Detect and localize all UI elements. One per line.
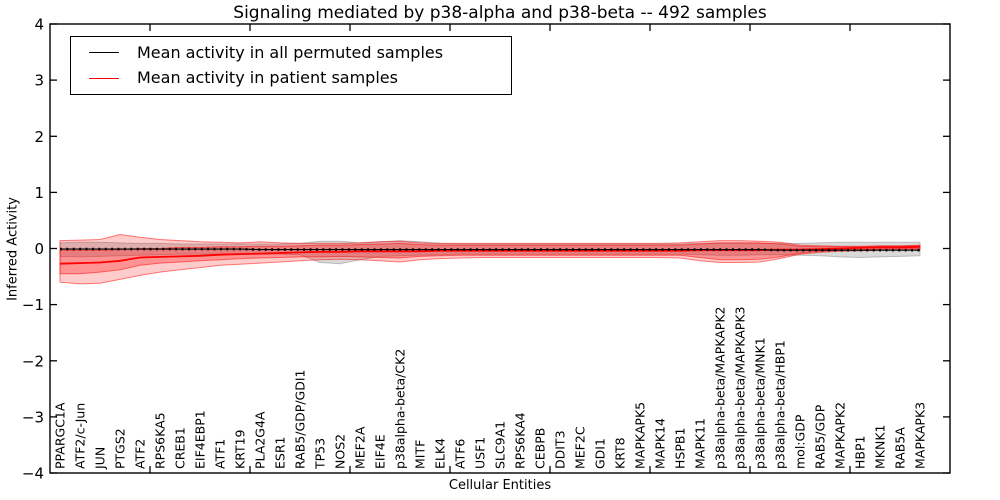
y-tick-label: 1	[34, 184, 44, 202]
patient-band-outer	[59, 233, 921, 285]
x-category-label: SLC9A1	[492, 421, 507, 469]
x-axis-label: Cellular Entities	[448, 478, 552, 493]
y-tick-label: −4	[22, 465, 44, 483]
legend-label-patient: Mean activity in patient samples	[137, 68, 398, 88]
x-category-label: ATF1	[212, 439, 227, 469]
x-category-label: CREB1	[172, 427, 187, 469]
x-category-label: p38alpha-beta/MAPKAPK2	[712, 307, 727, 470]
x-category-label: HSPB1	[672, 428, 687, 469]
x-category-label: ATF6	[452, 439, 467, 469]
x-category-label: KRT19	[232, 429, 247, 469]
x-category-label: HBP1	[852, 436, 867, 469]
x-category-label: MAPKAPK5	[632, 402, 647, 469]
x-category-label: DDIT3	[552, 430, 567, 469]
x-category-label: NOS2	[332, 434, 347, 469]
legend: Mean activity in all permuted samples Me…	[70, 36, 512, 95]
legend-item-permuted: Mean activity in all permuted samples	[79, 43, 511, 63]
x-category-label: RAB5/GDP/GDI1	[292, 370, 307, 469]
x-category-label: p38alpha-beta/HBP1	[772, 340, 787, 469]
x-category-label: JUN	[92, 447, 107, 470]
legend-label-permuted: Mean activity in all permuted samples	[137, 42, 444, 62]
x-category-label: ATF2/c-Jun	[72, 403, 87, 469]
x-category-label: CEBPB	[532, 428, 547, 469]
chart-title: Signaling mediated by p38-alpha and p38-…	[233, 3, 767, 23]
x-category-label: ESR1	[272, 437, 287, 469]
y-tick-label: 3	[34, 72, 44, 90]
x-category-label: ATF2	[132, 439, 147, 469]
x-category-label: MEF2A	[352, 426, 367, 469]
x-category-label: PPARGC1A	[52, 402, 67, 469]
x-category-label: PLA2G4A	[252, 411, 267, 469]
x-category-label: PTGS2	[112, 428, 127, 469]
x-category-label: p38alpha-beta/MNK1	[752, 337, 767, 469]
x-category-label: TP53	[312, 438, 327, 470]
x-category-label: RPS6KA5	[152, 412, 167, 469]
x-category-label: MITF	[412, 440, 427, 469]
y-axis-label: Inferred Activity	[5, 197, 21, 301]
x-category-label: GDI1	[592, 438, 607, 469]
y-tick-label: −3	[22, 408, 44, 426]
y-tick-label: 0	[34, 240, 44, 258]
x-category-label: MAPK11	[692, 418, 707, 469]
x-category-label: MKNK1	[872, 425, 887, 469]
x-category-label: MEF2C	[572, 426, 587, 469]
legend-line-black-icon	[89, 52, 119, 54]
x-category-label: RAB5A	[892, 427, 907, 469]
y-tick-label: 2	[34, 128, 44, 146]
x-category-label: MAPKAPK2	[832, 402, 847, 469]
y-tick-label: 4	[34, 16, 44, 34]
x-category-label: RPS6KA4	[512, 412, 527, 469]
y-tick-label: −2	[22, 352, 44, 370]
legend-item-patient: Mean activity in patient samples	[79, 68, 511, 88]
x-category-label: MAPKAPK3	[912, 402, 927, 469]
x-category-label: EIF4EBP1	[192, 410, 207, 469]
legend-line-red-icon	[89, 77, 119, 79]
x-category-label: ELK4	[432, 438, 447, 469]
y-tick-label: −1	[22, 296, 44, 314]
x-category-label: RAB5/GDP	[812, 404, 827, 469]
x-category-label: mol:GDP	[792, 414, 807, 469]
x-category-label: USF1	[472, 437, 487, 469]
x-category-label: KRT8	[612, 437, 627, 469]
x-category-label: EIF4E	[372, 434, 387, 469]
x-category-label: MAPK14	[652, 418, 667, 469]
x-category-label: p38alpha-beta/CK2	[392, 349, 407, 469]
permuted-mean-markers	[60, 247, 920, 252]
x-category-label: p38alpha-beta/MAPKAPK3	[732, 307, 747, 470]
